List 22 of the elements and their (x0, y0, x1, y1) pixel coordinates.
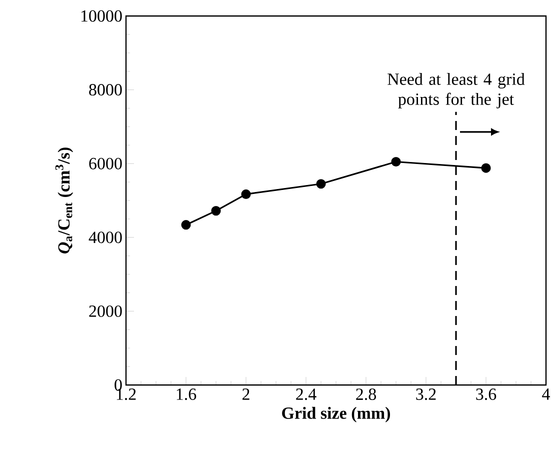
point (241, 189, 251, 200)
x-tick-label: 1.6 (176, 388, 196, 400)
y-tick-label: 10000 (81, 10, 122, 22)
point (181, 220, 191, 230)
point (391, 156, 401, 167)
y-axis-title: Q$_{a}$/C$_{ent}$ (cm$^{3}$/s) (55, 148, 74, 254)
point (211, 206, 221, 216)
y-tick-label: 6000 (89, 158, 122, 170)
x-tick-label: 2 (242, 388, 250, 400)
y-tick-label: 4000 (88, 232, 122, 244)
x-axis-title: Grid size (mm) (282, 406, 390, 422)
point (481, 163, 491, 173)
x-tick-label: 2.4 (296, 388, 316, 400)
y-tick-label: 2000 (89, 305, 122, 317)
x-tick-label: 1.2 (116, 388, 136, 400)
x-tick-label: 3.6 (476, 388, 496, 400)
point (316, 179, 326, 189)
x-tick-label: 2.8 (356, 388, 376, 400)
y-tick-label: 8000 (89, 84, 122, 96)
x-tick-label: 4 (542, 388, 550, 400)
ref-line-label: Need at least 4 grid points for the jet (388, 72, 525, 108)
x-tick-label: 3.2 (416, 388, 436, 400)
